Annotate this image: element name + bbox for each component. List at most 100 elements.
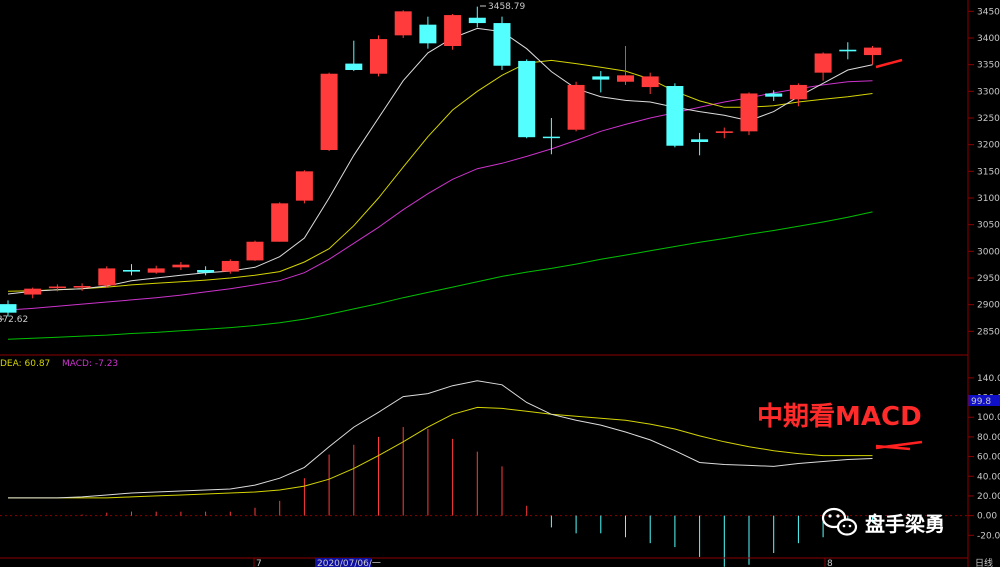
ma5-line bbox=[7, 27, 873, 295]
macd-tick-label: 20.00 bbox=[977, 492, 1000, 502]
macd-tick-label: 140.0 bbox=[977, 374, 1000, 384]
candle-body bbox=[147, 268, 165, 273]
macd-histogram bbox=[81, 427, 873, 567]
diff-line bbox=[8, 380, 873, 499]
candle-body bbox=[221, 260, 239, 272]
candle-body bbox=[271, 203, 289, 242]
candle bbox=[518, 59, 536, 139]
candle bbox=[295, 170, 313, 204]
price-grid bbox=[968, 10, 974, 332]
candle bbox=[715, 127, 733, 139]
macd-grid bbox=[0, 377, 974, 536]
candle-body bbox=[715, 131, 733, 133]
candle bbox=[0, 300, 17, 317]
candle bbox=[839, 42, 857, 60]
ma10-line bbox=[7, 59, 873, 292]
candle-body bbox=[73, 286, 91, 288]
candle-body bbox=[814, 53, 832, 73]
candle-body bbox=[246, 241, 264, 261]
candle bbox=[765, 90, 783, 101]
candle bbox=[789, 83, 807, 107]
candle-body bbox=[765, 93, 783, 97]
cursor-date: 2020/07/06/一 bbox=[317, 559, 381, 567]
candle bbox=[172, 262, 190, 270]
candle-body bbox=[617, 75, 634, 82]
candle bbox=[73, 283, 91, 291]
candle-body bbox=[197, 270, 215, 273]
candle-body bbox=[864, 47, 881, 56]
candle-body bbox=[691, 139, 709, 142]
candle bbox=[542, 118, 560, 155]
candle-body bbox=[444, 15, 462, 47]
price-tick-label: 2850 bbox=[977, 327, 1000, 337]
candle-body bbox=[493, 23, 511, 66]
low-label: 2872.62 bbox=[0, 315, 28, 325]
candle bbox=[444, 14, 462, 50]
macd-tick-label: 100.0 bbox=[977, 413, 1000, 423]
candles bbox=[0, 6, 881, 317]
ma60-line bbox=[7, 211, 873, 340]
candle bbox=[48, 284, 66, 292]
candle-body bbox=[172, 264, 190, 268]
watermark: 盘手梁勇 bbox=[821, 507, 945, 536]
candle bbox=[147, 265, 165, 274]
candle bbox=[864, 46, 881, 65]
price-tick-label: 3350 bbox=[977, 61, 1000, 71]
candle bbox=[24, 287, 42, 299]
candlestick-panel: 3450 3400 3350 3300 3250 3200 3150 3100 3050 3000… bbox=[0, 2, 1000, 340]
macd-panel: 140.0120.0100.080.0060.0040.0020.000.00-… bbox=[0, 359, 1000, 567]
macd-tick-label: 0.00 bbox=[977, 512, 997, 522]
brand-name: 盘手梁勇 bbox=[865, 512, 945, 536]
candle bbox=[740, 92, 758, 136]
candle bbox=[123, 264, 140, 276]
candle-body bbox=[394, 11, 412, 36]
candle-body bbox=[740, 93, 758, 132]
price-box bbox=[968, 395, 1000, 406]
price-tick-label: 3250 bbox=[977, 114, 1000, 124]
candle-body bbox=[592, 76, 610, 80]
candle-body bbox=[320, 73, 338, 150]
dea-line bbox=[8, 406, 873, 499]
macd-tick-label: 80.00 bbox=[977, 433, 1000, 443]
candle-body bbox=[789, 84, 807, 100]
macd-tick-label: 40.00 bbox=[977, 472, 1000, 482]
candle-body bbox=[48, 286, 66, 289]
candle bbox=[271, 202, 289, 242]
candle-body bbox=[641, 76, 659, 88]
price-tick-label: 2950 bbox=[977, 274, 1000, 284]
low-annotation: 2872.62 bbox=[0, 315, 28, 325]
candle-body bbox=[666, 86, 684, 146]
price-tick-label: 3450 bbox=[977, 7, 1000, 17]
candle bbox=[197, 266, 215, 276]
candle bbox=[320, 72, 338, 152]
candle bbox=[592, 71, 610, 93]
ma20-line bbox=[7, 80, 873, 311]
candle-body bbox=[98, 268, 116, 286]
price-tick-label: 3150 bbox=[977, 167, 1000, 177]
price-tick-label: 3400 bbox=[977, 34, 1000, 44]
candle-body bbox=[345, 63, 363, 70]
candle-body bbox=[24, 288, 42, 295]
candle-body bbox=[468, 17, 486, 24]
candle bbox=[345, 40, 363, 72]
ma5-marker-arrow bbox=[875, 58, 903, 69]
candle bbox=[98, 266, 116, 288]
candle-body bbox=[419, 24, 437, 44]
candle-body bbox=[0, 304, 17, 313]
candle-body bbox=[370, 39, 387, 74]
candle-body bbox=[567, 84, 585, 130]
candle bbox=[370, 35, 387, 77]
macd-tick-label: 60.00 bbox=[977, 453, 1000, 463]
price-box-label: 99.8 bbox=[971, 397, 991, 407]
annotation-arrow bbox=[875, 440, 923, 451]
candle bbox=[419, 16, 437, 49]
price-tick-label: 3050 bbox=[977, 221, 1000, 231]
date-tick: 8 bbox=[827, 559, 833, 567]
macd-tick-label: -20.00 bbox=[977, 531, 1000, 541]
date-tick: 7 bbox=[256, 559, 262, 567]
candle bbox=[221, 259, 239, 274]
price-tick-label: 3100 bbox=[977, 194, 1000, 204]
price-tick-label: 3000 bbox=[977, 247, 1000, 257]
candle-body bbox=[542, 136, 560, 139]
